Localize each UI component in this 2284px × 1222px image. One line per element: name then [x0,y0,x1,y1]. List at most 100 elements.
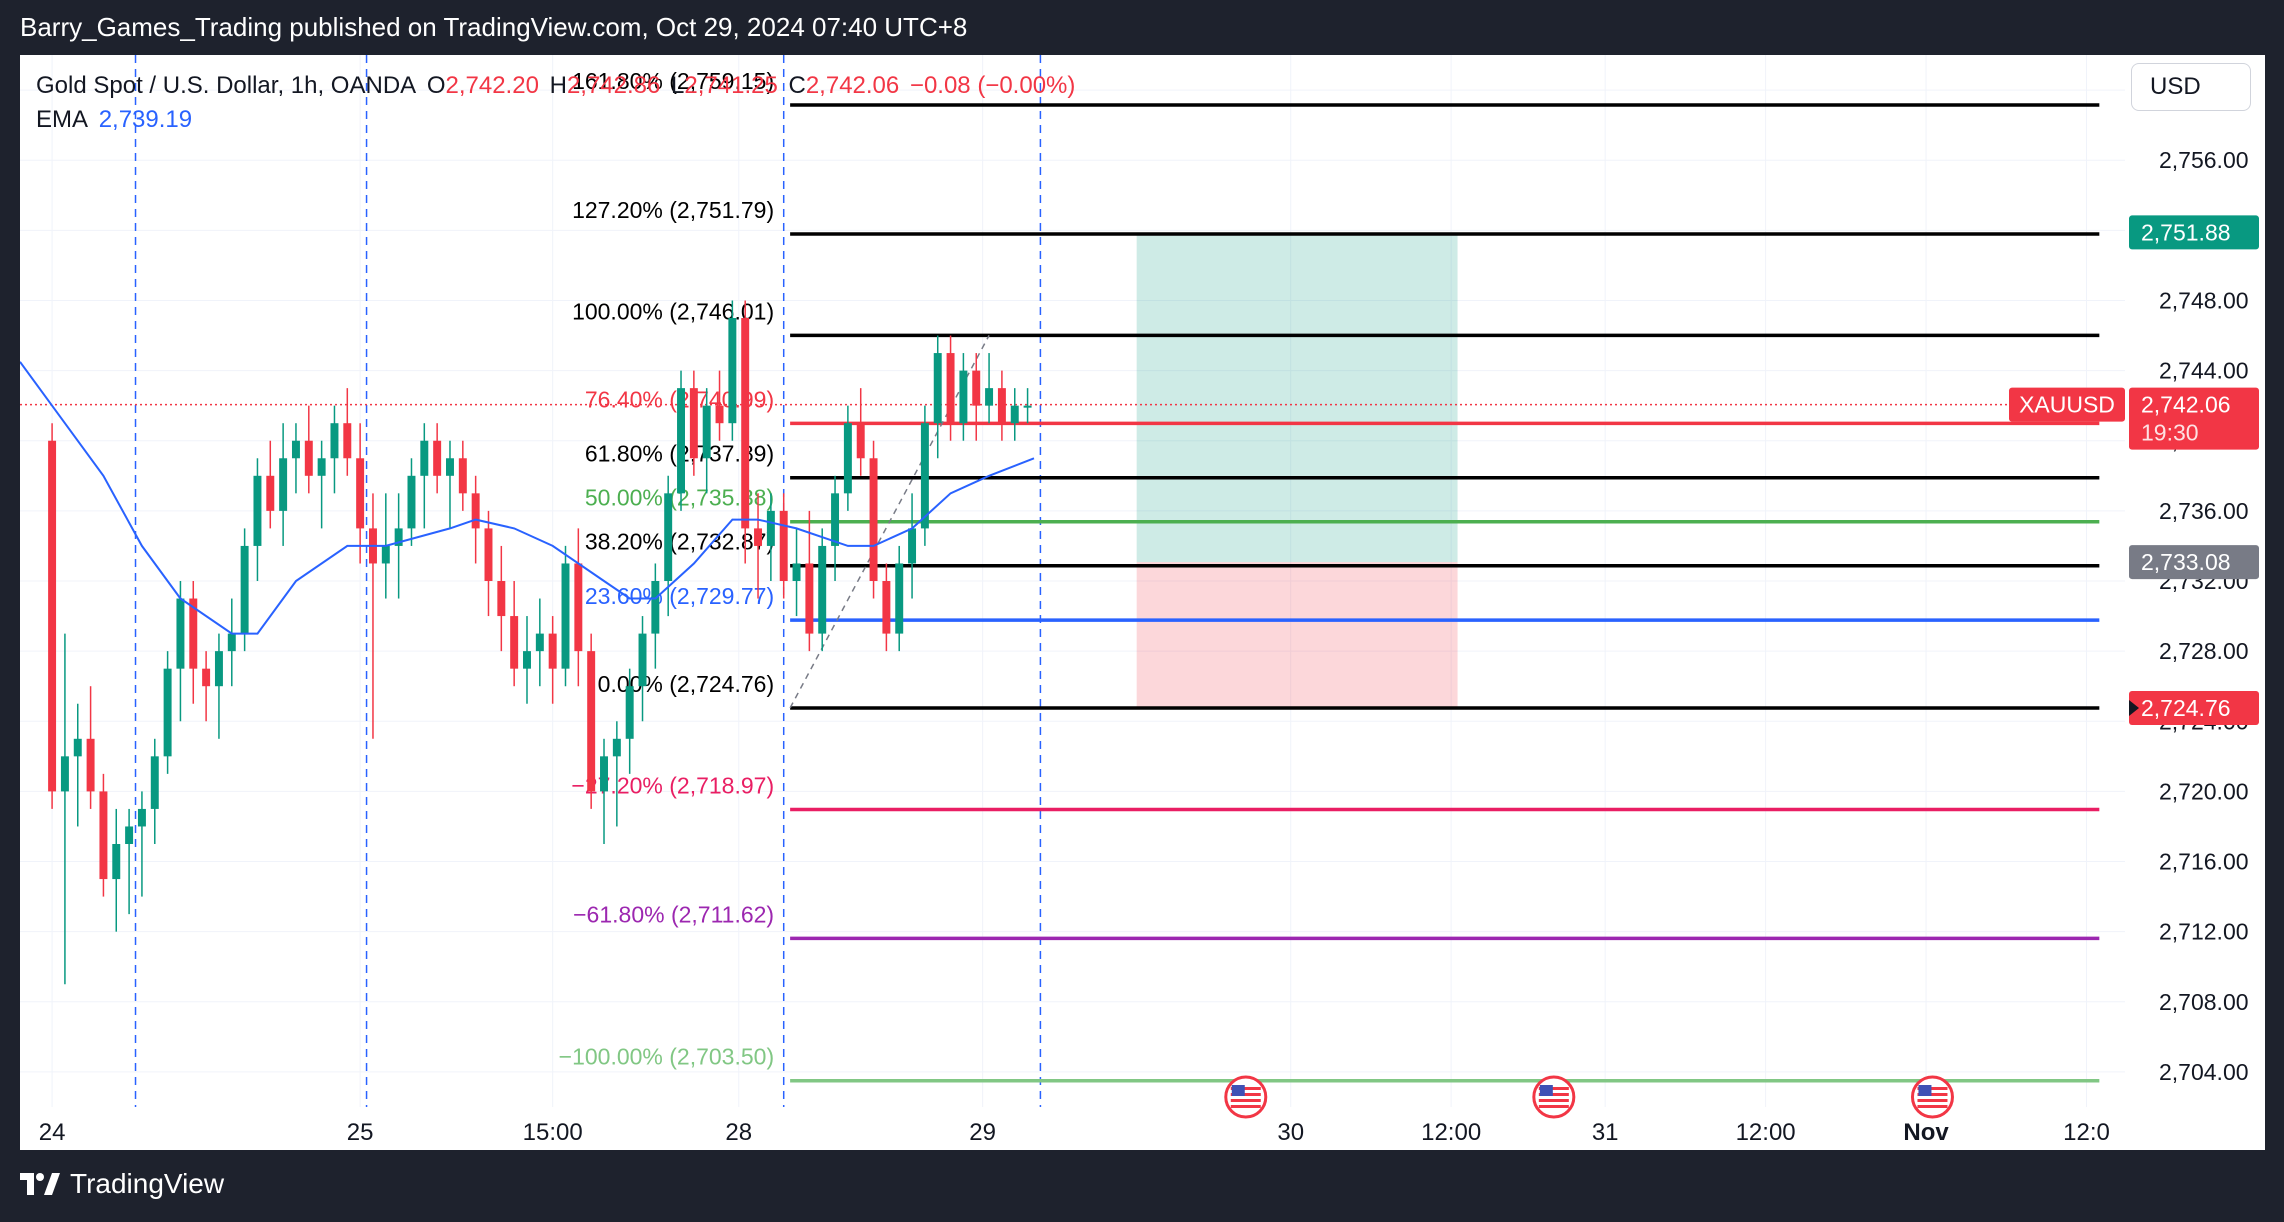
candles [48,300,1032,985]
price-tick-label: 2,708.00 [2159,989,2249,1015]
candle-body [895,563,904,634]
entry-price-label: 2,733.08 [2141,549,2231,575]
price-tick-label: 2,748.00 [2159,287,2249,313]
candle-body [86,738,95,792]
current-price-label: 2,742.06 [2141,392,2231,418]
fib-level-label: −100.00% (2,703.50) [559,1044,774,1070]
candle-body [933,353,942,424]
ema-value: 2,739.19 [98,106,193,133]
candle-body [458,458,467,494]
target-price-label-bg [2129,215,2259,250]
candle-body [523,651,531,669]
fib-level-label: 100.00% (2,746.01) [572,298,774,324]
candle-body [972,370,981,406]
candle-body [240,545,249,634]
low-value: 2,741.25 [684,72,778,99]
candle-body [381,545,390,564]
flag-stripe [1538,1099,1569,1102]
price-tick-label: 2,716.00 [2159,849,2249,875]
candle-body [1010,405,1019,424]
footer-brand[interactable]: TradingView [70,1168,225,1199]
high-label: H [549,72,567,99]
current-price-label-bg [2129,387,2259,450]
candle-body [510,616,519,669]
long-position-tool [1136,232,1458,708]
candle-body [73,738,82,757]
candle-body [497,581,506,617]
candle-body [997,388,1006,424]
candle-body [651,581,660,634]
candle-body [125,826,134,844]
candle-body [715,405,724,424]
chart-legend: Gold Spot / U.S. Dollar, 1h, OANDA O2,74… [36,69,1079,137]
candle-body [446,458,454,476]
us-flag-icon [1224,1075,1268,1119]
candle-body [831,493,840,546]
fib-level-label: 0.00% (2,724.76) [598,671,774,697]
time-axis: 24 25 15:00 28 29 30 12:00 31 12:00 Nov 12:0 [39,1119,2110,1146]
change-value: −0.08 (−0.00%) [909,72,1076,99]
candle-body [766,510,775,546]
fib-level-label: 161.80% (2,759.15) [572,68,774,94]
time-tick-label: 28 [725,1119,752,1146]
fib-retracement: 161.80% (2,759.15) 127.20% (2,751.79) 100.… [20,68,2125,1083]
candle-body [60,756,69,792]
flag-stripe [1230,1087,1261,1090]
price-tick-label: 2,736.00 [2159,498,2249,524]
flag-stripe [1917,1105,1948,1108]
ema-row: EMA 2,739.19 [36,103,1079,137]
candle-body [99,791,108,880]
candle-body [548,633,557,669]
currency-button[interactable]: USD [2131,63,2251,111]
symbol-title[interactable]: Gold Spot / U.S. Dollar, 1h, OANDA [36,72,417,99]
time-tick-label: 12:00 [1421,1119,1481,1146]
ema-line [20,361,1035,635]
ema-label[interactable]: EMA [36,106,89,133]
candle-body [792,563,801,581]
flag-stripe [1538,1105,1569,1108]
footer: TradingView [20,1168,224,1200]
fib-level-label: 38.20% (2,732.87) [585,529,774,555]
profit-zone [1136,232,1458,563]
chart-panel[interactable]: 161.80% (2,759.15) 127.20% (2,751.79) 100.… [20,55,2265,1150]
time-tick-label: 25 [347,1119,374,1146]
flag-canton [1231,1085,1245,1096]
candle-body [227,633,236,652]
grid [20,55,2125,1107]
entry-price-label-bg [2129,545,2259,580]
candle-body [600,756,608,792]
candle-body [356,458,365,529]
flag-canton [1539,1085,1553,1096]
tradingview-logo-icon[interactable] [20,1171,60,1197]
candle-body [612,738,621,757]
flag-stripe [1917,1087,1948,1090]
candle-body [253,475,262,546]
candle-body [343,423,352,459]
candle-body [574,563,583,652]
stop-marker-icon [2129,699,2139,716]
candle-body [112,844,121,880]
flag-stripe [1230,1105,1261,1108]
us-flag-icon [1532,1075,1576,1119]
candle-body [805,563,814,634]
candle-body [330,423,339,459]
candle-body [985,388,994,406]
candle-body [561,563,570,669]
candle-body [908,528,917,564]
symbol-tag-bg [2009,387,2125,422]
stop-price-label: 2,724.76 [2141,695,2231,721]
time-tick-label: 24 [39,1119,66,1146]
price-tick-label: 2,720.00 [2159,778,2249,804]
open-value: 2,742.20 [445,72,539,99]
candle-body [202,668,211,687]
candle-body [266,475,275,511]
candle-body [433,440,442,476]
candle-body [959,370,968,424]
candle-body [638,633,647,687]
loss-zone [1136,562,1458,708]
candle-body [869,458,878,581]
candle-body [920,423,929,529]
price-tick-label: 2,728.00 [2159,638,2249,664]
flag-canton [1918,1085,1932,1096]
price-chart[interactable]: 161.80% (2,759.15) 127.20% (2,751.79) 100.… [20,55,2265,1150]
